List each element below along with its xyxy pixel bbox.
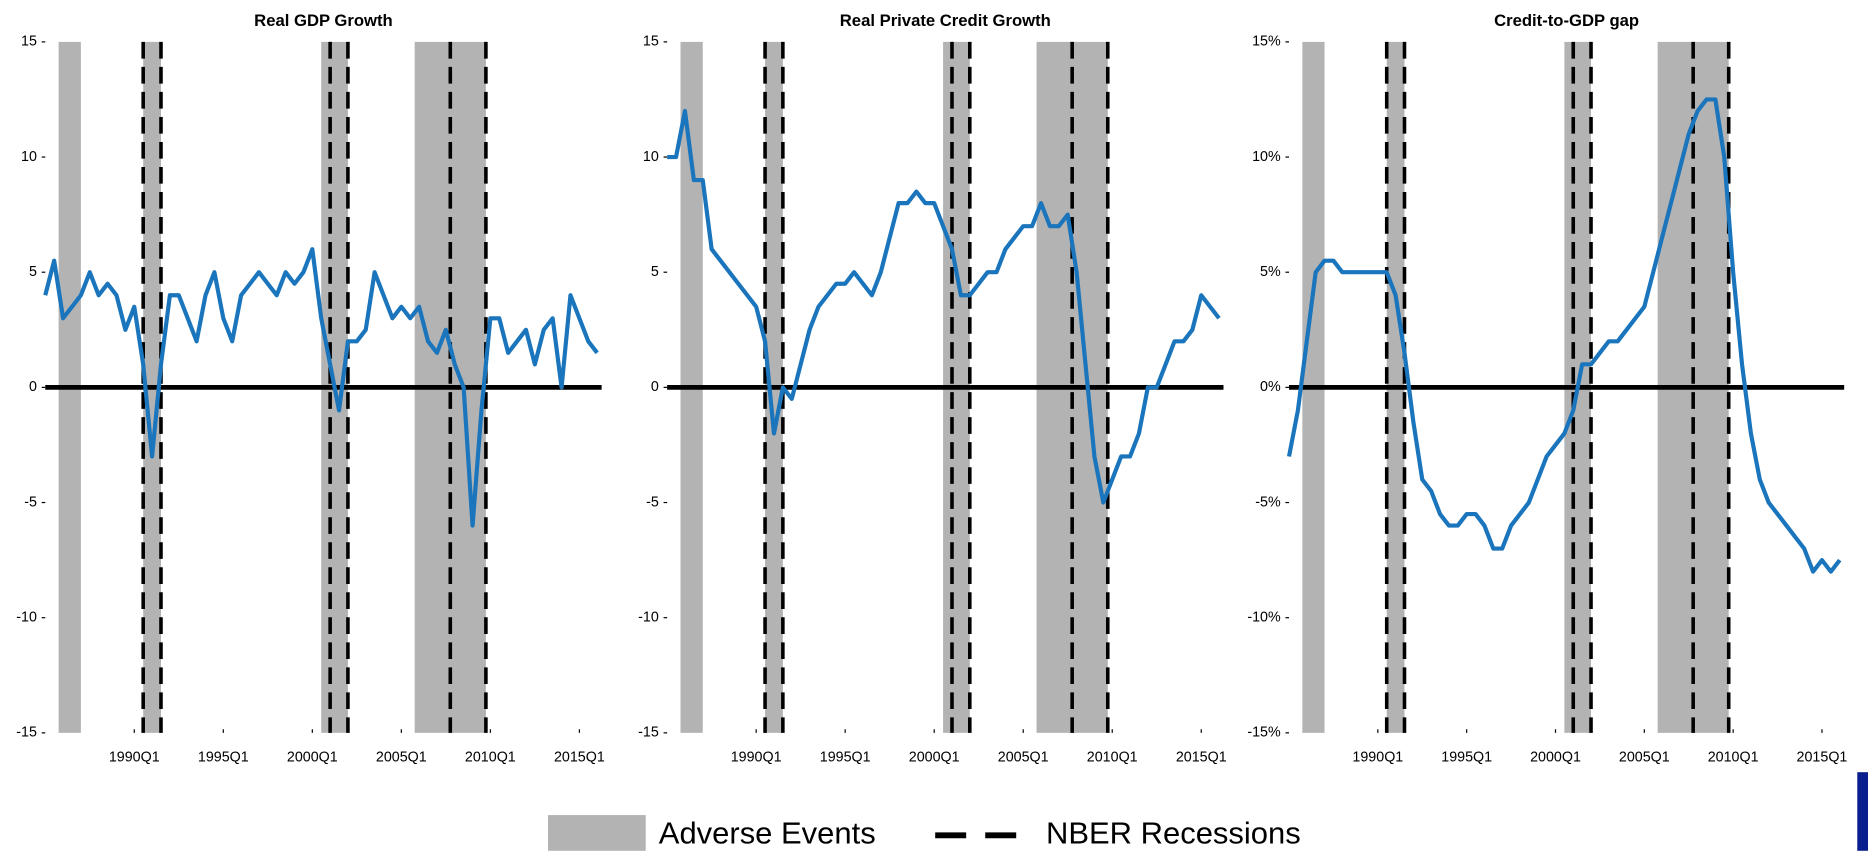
x-tick-label: 1990Q1 [731,750,782,766]
y-tick-label: 5% [1260,264,1281,280]
legend-adverse-label: Adverse Events [659,816,876,851]
x-tick-label: 2005Q1 [998,750,1049,766]
y-tick-label: -5 [24,494,37,510]
x-tick-label: 2010Q1 [465,750,516,766]
y-tick-label: -15 [638,725,659,741]
y-tick-label: 0% [1260,379,1281,395]
chart-title: Credit-to-GDP gap [1494,11,1639,30]
x-tick-label: 1995Q1 [198,750,249,766]
y-tick-label: -10 [638,609,659,625]
x-tick-label: 2015Q1 [1176,750,1227,766]
series-line [667,108,1221,505]
x-tick-label: 2005Q1 [1619,750,1670,766]
y-tick-label: -15 [16,725,37,741]
x-tick-label: 1995Q1 [820,750,871,766]
x-tick-label: 2005Q1 [376,750,427,766]
series-line [1286,97,1842,574]
y-tick-label: -15% [1247,725,1281,741]
y-tick-label: -5% [1255,494,1281,510]
y-tick-label: 0 [651,379,659,395]
edge-bar [1857,772,1868,851]
y-tick-label: 10 [21,149,37,165]
x-tick-label: 1990Q1 [1352,750,1403,766]
chart-title: Real Private Credit Growth [840,11,1051,30]
x-tick-label: 2015Q1 [1797,750,1848,766]
y-tick-label: -5 [646,494,659,510]
y-tick-label: 5 [29,264,37,280]
x-tick-label: 2010Q1 [1087,750,1138,766]
legend-adverse-swatch [548,815,646,851]
x-tick-label: 2000Q1 [1530,750,1581,766]
x-tick-label: 2015Q1 [554,750,605,766]
y-tick-label: 5 [651,264,659,280]
y-tick-label: 10 [643,149,659,165]
y-tick-label: 15% [1252,34,1281,50]
y-tick-label: 15 [21,34,37,50]
x-tick-label: 2000Q1 [909,750,960,766]
x-tick-label: 2010Q1 [1708,750,1759,766]
y-tick-label: 0 [29,379,37,395]
y-tick-label: 10% [1252,149,1281,165]
legend-recession-label: NBER Recessions [1046,816,1301,851]
y-tick-label: -10% [1247,609,1281,625]
x-tick-label: 1995Q1 [1441,750,1492,766]
chart-title: Real GDP Growth [254,11,393,30]
series-line [43,247,599,528]
y-tick-label: -10 [16,609,37,625]
y-tick-label: 15 [643,34,659,50]
x-tick-label: 1990Q1 [109,750,160,766]
x-tick-label: 2000Q1 [287,750,338,766]
